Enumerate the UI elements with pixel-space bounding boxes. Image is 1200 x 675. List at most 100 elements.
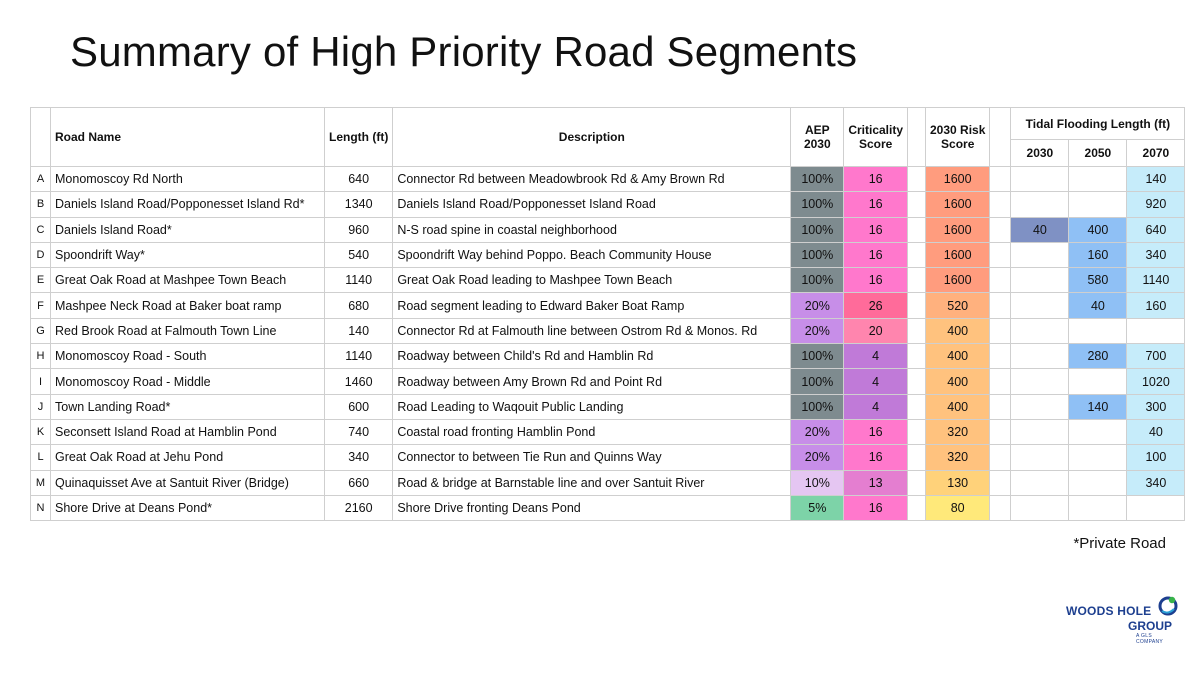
risk-cell: 80	[924, 494, 991, 522]
description-cell: Coastal road fronting Hamblin Pond	[392, 418, 792, 446]
row-id: D	[30, 241, 51, 269]
header-spacer-1	[907, 107, 926, 167]
logo-line2: GROUP	[1128, 619, 1173, 633]
tidal-2050-cell: 280	[1068, 343, 1128, 370]
header-description: Description	[392, 107, 792, 167]
table-row: N Shore Drive at Deans Pond* 2160 Shore Dri…	[30, 494, 1186, 522]
tidal-2070-cell: 300	[1126, 393, 1186, 420]
aep-cell: 100%	[790, 267, 845, 294]
aep-cell: 5%	[790, 494, 845, 522]
length-cell: 960	[323, 216, 394, 243]
table-row: M Quinaquisset Ave at Santuit River (Brid…	[30, 469, 1186, 496]
road-name-cell: Daniels Island Road/Popponesset Island R…	[50, 191, 325, 218]
length-cell: 600	[323, 393, 394, 420]
tidal-2070-cell: 100	[1126, 444, 1186, 471]
risk-cell: 400	[924, 368, 991, 395]
header-aep: AEP 2030	[790, 107, 845, 167]
tidal-2070-cell: 40	[1126, 418, 1186, 446]
risk-cell: 400	[924, 343, 991, 370]
criticality-cell: 13	[843, 469, 908, 496]
tidal-2030-cell	[1010, 165, 1070, 193]
tidal-2030-cell	[1010, 418, 1070, 446]
criticality-cell: 26	[843, 292, 908, 319]
table-row: E Great Oak Road at Mashpee Town Beach 114…	[30, 267, 1186, 294]
risk-cell: 1600	[924, 165, 991, 193]
spacer-cell	[989, 444, 1012, 471]
table-row: F Mashpee Neck Road at Baker boat ramp 680…	[30, 292, 1186, 319]
description-cell: Connector Rd at Falmouth line between Os…	[392, 317, 792, 345]
logo-line3: A GLS COMPANY	[1136, 633, 1164, 645]
spacer-cell	[907, 165, 926, 193]
tidal-2030-cell	[1010, 368, 1070, 395]
road-name-cell: Quinaquisset Ave at Santuit River (Bridg…	[50, 469, 325, 496]
spacer-cell	[989, 393, 1012, 420]
subheader-row: 2030 2050 2070	[31, 139, 1186, 167]
road-name-cell: Seconsett Island Road at Hamblin Pond	[50, 418, 325, 446]
tidal-2070-cell: 140	[1126, 165, 1186, 193]
header-2050: 2050	[1068, 139, 1128, 167]
tidal-2030-cell	[1010, 469, 1070, 496]
description-cell: Shore Drive fronting Deans Pond	[392, 494, 792, 522]
table-row: G Red Brook Road at Falmouth Town Line 140…	[30, 317, 1186, 345]
header-length: Length (ft)	[323, 107, 394, 167]
length-cell: 2160	[323, 494, 394, 522]
table-row: J Town Landing Road* 600 Road Leading to Wa…	[30, 393, 1186, 420]
tidal-2070-cell	[1126, 494, 1186, 522]
spacer-cell	[989, 418, 1012, 446]
road-name-cell: Town Landing Road*	[50, 393, 325, 420]
spacer-cell	[907, 444, 926, 471]
row-id: M	[30, 469, 51, 496]
spacer-cell	[907, 343, 926, 370]
tidal-2070-cell: 340	[1126, 241, 1186, 269]
risk-cell: 320	[924, 444, 991, 471]
spacer-cell	[989, 494, 1012, 522]
tidal-2050-cell: 580	[1068, 267, 1128, 294]
length-cell: 640	[323, 165, 394, 193]
description-cell: N-S road spine in coastal neighborhood	[392, 216, 792, 243]
tidal-2030-cell: 40	[1010, 216, 1070, 243]
criticality-cell: 16	[843, 267, 908, 294]
tidal-2050-cell: 400	[1068, 216, 1128, 243]
header-2070: 2070	[1126, 139, 1186, 167]
aep-cell: 100%	[790, 241, 845, 269]
spacer-cell	[907, 368, 926, 395]
spacer-cell	[907, 267, 926, 294]
row-id: H	[30, 343, 51, 370]
road-name-cell: Daniels Island Road*	[50, 216, 325, 243]
criticality-cell: 4	[843, 343, 908, 370]
header-2030: 2030	[1010, 139, 1070, 167]
tidal-2070-cell: 160	[1126, 292, 1186, 319]
length-cell: 340	[323, 444, 394, 471]
woods-hole-group-logo: WOODS HOLE GROUP A GLS COMPANY	[1066, 595, 1178, 645]
tidal-2050-cell	[1068, 494, 1128, 522]
spacer-cell	[907, 393, 926, 420]
criticality-cell: 16	[843, 494, 908, 522]
criticality-cell: 16	[843, 165, 908, 193]
header-row: Road Name Length (ft) Description AEP 203…	[30, 107, 1186, 167]
table-row: B Daniels Island Road/Popponesset Island …	[30, 191, 1186, 218]
table-row: A Monomoscoy Rd North 640 Connector Rd betw…	[30, 165, 1186, 193]
tidal-2050-cell	[1068, 418, 1128, 446]
length-cell: 1460	[323, 368, 394, 395]
criticality-cell: 4	[843, 368, 908, 395]
length-cell: 140	[323, 317, 394, 345]
spacer-cell	[907, 469, 926, 496]
tidal-2030-cell	[1010, 317, 1070, 345]
tidal-2050-cell: 140	[1068, 393, 1128, 420]
tidal-2050-cell	[1068, 165, 1128, 193]
road-name-cell: Great Oak Road at Jehu Pond	[50, 444, 325, 471]
row-id: C	[30, 216, 51, 243]
length-cell: 1340	[323, 191, 394, 218]
row-id: E	[30, 267, 51, 294]
tidal-2070-cell	[1126, 317, 1186, 345]
description-cell: Spoondrift Way behind Poppo. Beach Commu…	[392, 241, 792, 269]
woods-hole-group-logo-icon	[1158, 596, 1178, 616]
risk-cell: 1600	[924, 216, 991, 243]
tidal-2070-cell: 920	[1126, 191, 1186, 218]
table-row: D Spoondrift Way* 540 Spoondrift Way behind…	[30, 241, 1186, 269]
spacer-cell	[907, 292, 926, 319]
spacer-cell	[989, 216, 1012, 243]
spacer-cell	[907, 191, 926, 218]
risk-cell: 1600	[924, 267, 991, 294]
aep-cell: 100%	[790, 165, 845, 193]
